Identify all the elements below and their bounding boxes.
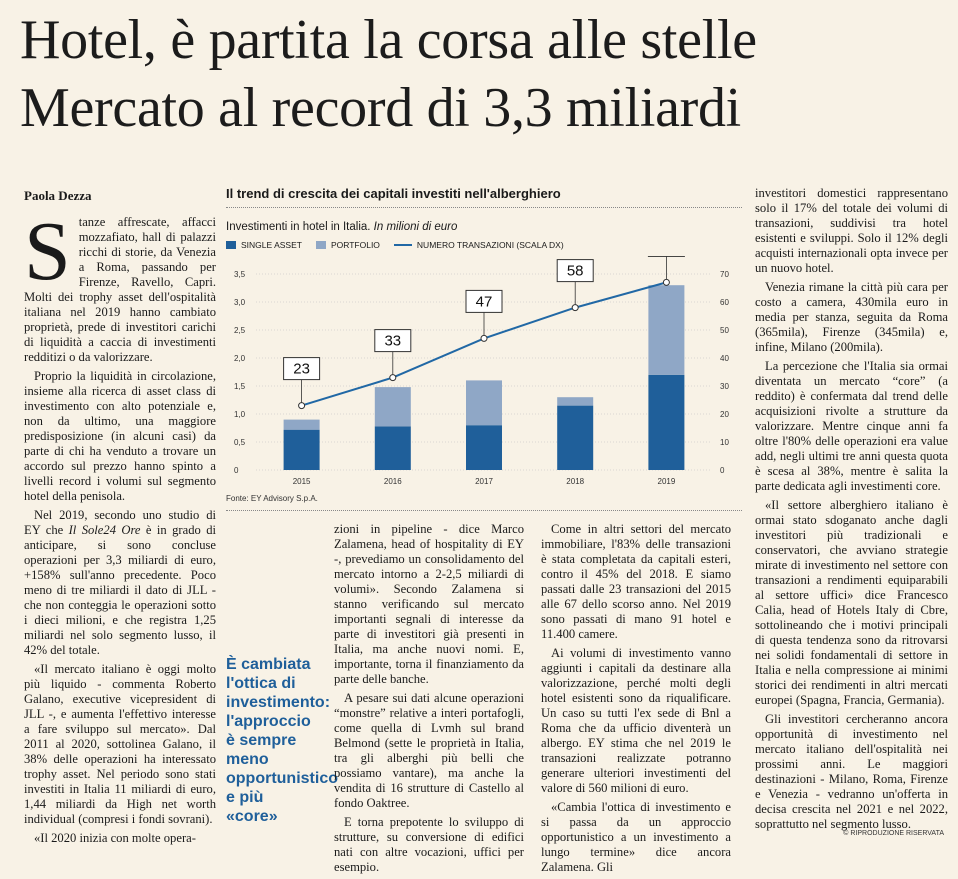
chart-subtitle-text: Investimenti in hotel in Italia. — [226, 221, 370, 233]
bar-line-chart: 0 0,5 1,0 1,5 2,0 2,5 3,0 3,5 0 10 20 30 40 50 60 70 201… — [226, 256, 742, 492]
headline-line-1: Hotel, è partita la corsa alle stelle — [20, 6, 950, 74]
y-axis-right-tick-label: 0 — [720, 466, 725, 475]
line-point — [481, 335, 487, 341]
y-axis-right-tick-label: 30 — [720, 382, 729, 391]
chart-subtitle: Investimenti in hotel in Italia. In mili… — [226, 221, 457, 233]
x-axis-tick-label: 2016 — [384, 477, 402, 486]
paragraph: Ai volumi di investimento vanno aggiunti… — [541, 646, 731, 796]
y-axis-right-tick-label: 10 — [720, 438, 729, 447]
paragraph: «Il settore alberghiero italiano è ormai… — [755, 498, 948, 708]
paragraph: «Il 2020 inizia con molte opera- — [24, 831, 216, 846]
y-axis-right-tick-label: 60 — [720, 298, 729, 307]
y-axis-left-tick-label: 2,5 — [234, 326, 246, 335]
bar-portfolio — [557, 397, 593, 405]
legend-item-single-asset: SINGLE ASSET — [226, 240, 302, 250]
headline: Hotel, è partita la corsa alle stelle Me… — [20, 6, 950, 142]
divider — [226, 207, 742, 208]
article-column-3: zioni in pipeline - dice Marco Zalamena,… — [334, 522, 524, 879]
pull-quote: È cambiata l'ottica di investimento: l'a… — [226, 655, 318, 826]
legend-label: PORTFOLIO — [331, 240, 380, 250]
paragraph: Gli investitori cercheranno ancora oppor… — [755, 712, 948, 832]
bar-single-asset — [557, 406, 593, 470]
paragraph: Come in altri settori del mercato immobi… — [541, 522, 731, 642]
bar-portfolio — [648, 285, 684, 375]
headline-line-2: Mercato al record di 3,3 miliardi — [20, 74, 950, 142]
line-point — [299, 403, 305, 409]
legend-swatch — [316, 241, 326, 249]
data-label: 58 — [567, 263, 584, 280]
line-point — [663, 279, 669, 285]
y-axis-left-tick-label: 1,5 — [234, 382, 246, 391]
paragraph: La percezione che l'Italia sia ormai div… — [755, 359, 948, 494]
legend-item-portfolio: PORTFOLIO — [316, 240, 380, 250]
legend-line-swatch — [394, 244, 412, 246]
drop-cap: S — [24, 219, 71, 285]
paragraph: zioni in pipeline - dice Marco Zalamena,… — [334, 522, 524, 687]
legend-item-transactions: NUMERO TRANSAZIONI (SCALA DX) — [394, 240, 564, 250]
bar-portfolio — [466, 380, 502, 425]
bar-single-asset — [466, 425, 502, 470]
x-axis-tick-label: 2017 — [475, 477, 493, 486]
data-label: 23 — [293, 361, 310, 378]
newspaper-name: Il Sole24 Ore — [69, 523, 141, 537]
y-axis-left-tick-label: 3,0 — [234, 298, 246, 307]
paragraph: «Il mercato italiano è oggi molto più li… — [24, 662, 216, 827]
y-axis-right-tick-label: 50 — [720, 326, 729, 335]
paragraph: E torna prepotente lo sviluppo di strutt… — [334, 815, 524, 875]
bar-single-asset — [648, 375, 684, 470]
y-axis-left-tick-label: 1,0 — [234, 410, 246, 419]
y-axis-left-tick-label: 3,5 — [234, 270, 246, 279]
line-point — [390, 375, 396, 381]
copyright-notice: © RIPRODUZIONE RISERVATA — [843, 830, 944, 837]
chart-title: Il trend di crescita dei capitali invest… — [226, 186, 561, 201]
y-axis-left-tick-label: 2,0 — [234, 354, 246, 363]
author-byline: Paola Dezza — [24, 188, 92, 204]
paragraph: «Cambia l'ottica di investimento e si pa… — [541, 800, 731, 875]
legend-swatch — [226, 241, 236, 249]
chart-legend: SINGLE ASSET PORTFOLIO NUMERO TRANSAZION… — [226, 240, 564, 250]
data-label: 33 — [384, 333, 401, 350]
legend-label: NUMERO TRANSAZIONI (SCALA DX) — [417, 240, 564, 250]
y-axis-right-tick-label: 70 — [720, 270, 729, 279]
paragraph: investitori domestici rappresentano solo… — [755, 186, 948, 276]
chart-source: Fonte: EY Advisory S.p.A. — [226, 494, 318, 503]
x-axis-tick-label: 2019 — [658, 477, 676, 486]
data-label: 47 — [476, 293, 493, 310]
line-point — [572, 305, 578, 311]
y-axis-right-tick-label: 40 — [720, 354, 729, 363]
y-axis-right-tick-label: 20 — [720, 410, 729, 419]
y-axis-left-tick-label: 0 — [234, 466, 239, 475]
bar-portfolio — [375, 387, 411, 426]
article-column-4: Come in altri settori del mercato immobi… — [541, 522, 731, 879]
paragraph: Venezia rimane la città più cara per cos… — [755, 280, 948, 355]
divider — [226, 510, 742, 511]
bar-single-asset — [375, 426, 411, 470]
x-axis-tick-label: 2018 — [566, 477, 584, 486]
paragraph: Nel 2019, secondo uno studio di EY che I… — [24, 508, 216, 658]
bar-portfolio — [284, 420, 320, 430]
legend-label: SINGLE ASSET — [241, 240, 302, 250]
paragraph: Proprio la liquidità in circolazione, in… — [24, 369, 216, 504]
paragraph: A pesare sui dati alcune operazioni “mon… — [334, 691, 524, 811]
chart-units: In milioni di euro — [374, 221, 458, 233]
y-axis-left-tick-label: 0,5 — [234, 438, 246, 447]
article-column-5: investitori domestici rappresentano solo… — [755, 186, 948, 836]
x-axis-tick-label: 2015 — [293, 477, 311, 486]
paragraph-text: è in grado di anticipare, si sono conclu… — [24, 523, 216, 657]
bar-single-asset — [284, 430, 320, 470]
